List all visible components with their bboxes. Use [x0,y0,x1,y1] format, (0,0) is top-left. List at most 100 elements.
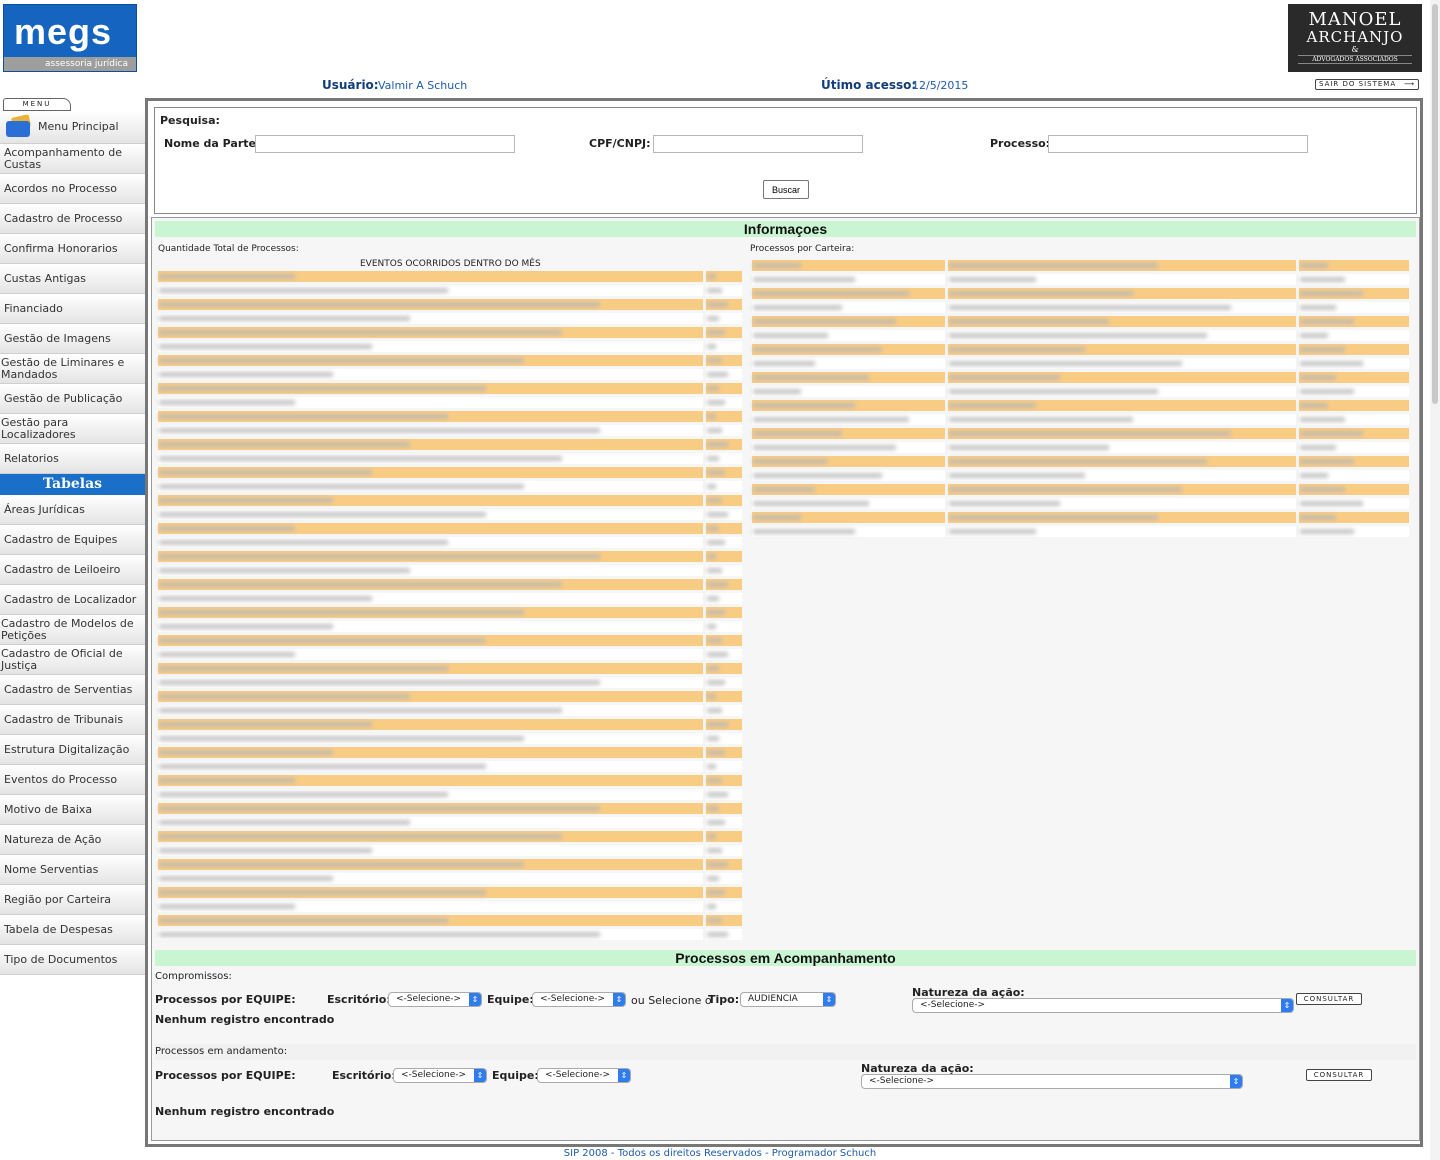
sidebar-table-11[interactable]: Natureza de Ação [0,825,145,855]
portfolio-cell [752,526,945,537]
office-select-2[interactable]: <-Selecione-> ⇕ [393,1068,487,1083]
redacted-text [753,473,882,478]
events-cell [158,887,703,898]
sidebar-table-5[interactable]: Cadastro de Oficial de Justiça [0,645,145,675]
redacted-text [949,417,1133,422]
sidebar-item-7[interactable]: Gestão de Liminares e Mandados [0,354,145,384]
redacted-text [159,680,600,685]
cpf-input[interactable] [653,135,863,153]
total-processes-label: Quantidade Total de Processos: [158,244,299,254]
team-select-2[interactable]: <-Selecione-> ⇕ [537,1068,631,1083]
sidebar-table-13[interactable]: Região por Carteira [0,885,145,915]
sidebar-table-6[interactable]: Cadastro de Serventias [0,675,145,705]
events-row [158,914,745,928]
sidebar-table-7[interactable]: Cadastro de Tribunais [0,705,145,735]
office-select[interactable]: <-Selecione-> ⇕ [388,992,482,1007]
sidebar-item-4[interactable]: Custas Antigas [0,264,145,294]
redacted-text [159,708,562,713]
party-name-input[interactable] [255,135,515,153]
sidebar-table-1[interactable]: Cadastro de Equipes [0,525,145,555]
portfolio-cell [752,302,945,313]
redacted-text [949,459,1207,464]
events-cell [706,691,742,702]
events-row [158,312,745,326]
sidebar-table-0[interactable]: Áreas Jurídicas [0,495,145,525]
team-select[interactable]: <-Selecione-> ⇕ [532,992,626,1007]
sidebar-table-8[interactable]: Estrutura Digitalização [0,735,145,765]
redacted-text [159,918,448,923]
megs-logo-subtitle: assessoria jurídica [4,57,136,71]
scrollbar[interactable] [1430,0,1440,1160]
sidebar-item-5[interactable]: Financiado [0,294,145,324]
redacted-text [159,554,600,559]
redacted-text [753,445,896,450]
portfolio-row [752,343,1412,357]
sidebar-table-14[interactable]: Tabela de Despesas [0,915,145,945]
logout-button[interactable]: SAIR DO SISTEMA ⟶ [1315,79,1419,90]
redacted-text [159,638,486,643]
sidebar-table-3[interactable]: Cadastro de Localizador [0,585,145,615]
redacted-text [707,890,725,895]
sidebar-item-label: Região por Carteira [4,892,111,906]
sidebar-item-9[interactable]: Gestão para Localizadores [0,414,145,444]
sidebar-table-2[interactable]: Cadastro de Leiloeiro [0,555,145,585]
events-cell [158,299,703,310]
arrow-right-icon: ⟶ [1403,80,1415,88]
megs-logo: megs assessoria jurídica [3,4,137,72]
sidebar-item-3[interactable]: Confirma Honorarios [0,234,145,264]
events-row [158,522,745,536]
redacted-text [707,806,719,811]
team-select-value: <-Selecione-> [540,994,606,1004]
events-cell [706,355,742,366]
sidebar-table-4[interactable]: Cadastro de Modelos de Petições [0,615,145,645]
sidebar-item-10[interactable]: Relatorios [0,444,145,474]
scrollbar-thumb[interactable] [1432,4,1438,404]
search-button[interactable]: Buscar [763,180,809,199]
chevron-down-icon: ⇕ [1281,999,1293,1012]
portfolio-cell [948,526,1296,537]
commitments-label: Compromissos: [155,971,232,982]
redacted-text [1300,473,1328,478]
nature-select-2[interactable]: <-Selecione-> ⇕ [861,1074,1243,1089]
sidebar-item-0[interactable]: Acompanhamento de Custas [0,144,145,174]
sidebar-item-8[interactable]: Gestão de Publicação [0,384,145,414]
portfolio-cell [948,372,1296,383]
redacted-text [159,498,333,503]
sidebar-table-9[interactable]: Eventos do Processo [0,765,145,795]
sidebar-item-2[interactable]: Cadastro de Processo [0,204,145,234]
sidebar-item-label: Cadastro de Localizador [4,592,137,606]
nature-select[interactable]: <-Selecione-> ⇕ [912,998,1294,1013]
redacted-text [707,904,716,909]
process-input[interactable] [1048,135,1308,153]
nature-select-value: <-Selecione-> [920,1000,986,1010]
redacted-text [1300,389,1354,394]
redacted-text [949,529,1036,534]
redacted-text [159,596,372,601]
redacted-text [159,624,333,629]
sidebar-table-15[interactable]: Tipo de Documentos [0,945,145,975]
office-label-2: Escritório: [332,1069,396,1082]
consult-button-2[interactable]: CONSULTAR [1306,1069,1372,1081]
events-cell [706,621,742,632]
sidebar-item-1[interactable]: Acordos no Processo [0,174,145,204]
portfolio-cell [752,260,945,271]
consult-button[interactable]: CONSULTAR [1296,993,1362,1005]
sidebar-item-menu-principal[interactable]: Menu Principal [0,111,145,144]
events-cell [706,425,742,436]
sidebar-item-label: Tipo de Documentos [4,952,118,966]
redacted-text [707,498,722,503]
events-cell [158,383,703,394]
portfolio-cell [1299,316,1409,327]
events-row [158,886,745,900]
redacted-text [1300,375,1336,380]
menu-tab[interactable]: MENU [3,98,71,111]
redacted-text [1300,515,1336,520]
sidebar-table-10[interactable]: Motivo de Baixa [0,795,145,825]
portfolio-row [752,287,1412,301]
type-select[interactable]: AUDIENCIA ⇕ [740,992,836,1007]
cpf-label: CPF/CNPJ: [589,137,651,150]
redacted-text [707,624,716,629]
sidebar-table-12[interactable]: Nome Serventias [0,855,145,885]
sidebar-item-6[interactable]: Gestão de Imagens [0,324,145,354]
events-row [158,298,745,312]
